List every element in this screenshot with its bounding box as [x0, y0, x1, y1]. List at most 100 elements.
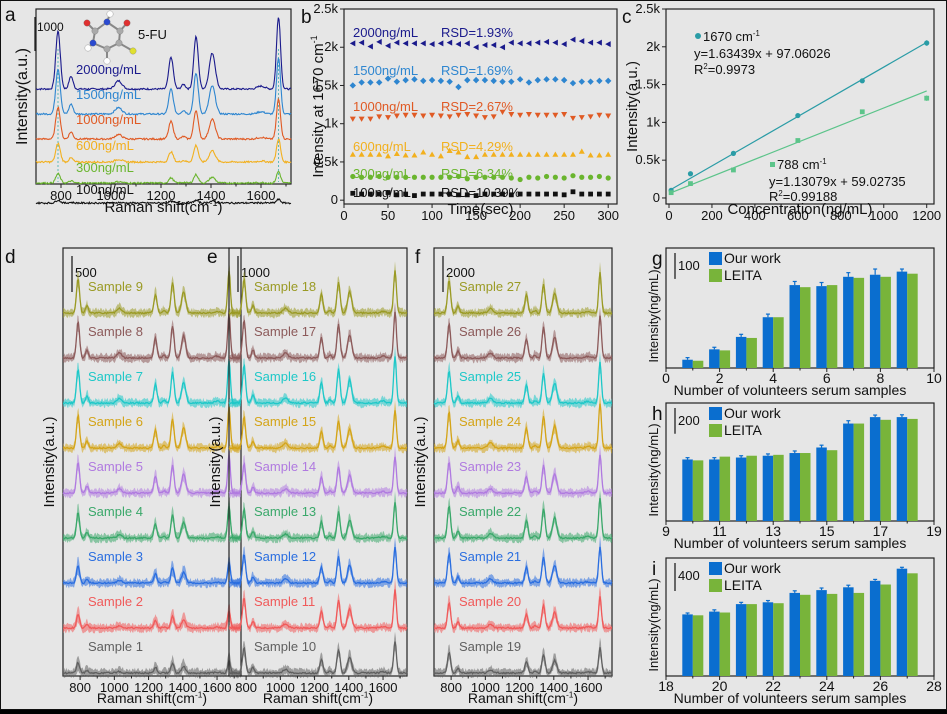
series-label: Sample 19 [459, 639, 521, 654]
data-point [376, 79, 383, 86]
data-point [534, 76, 541, 84]
bar-our-work [816, 590, 827, 676]
data-point [596, 191, 602, 197]
data-point [499, 174, 506, 180]
series-label: Sample 11 [254, 594, 315, 609]
data-point [482, 174, 488, 180]
data-point [473, 193, 479, 198]
data-point [349, 82, 357, 89]
atom [106, 10, 114, 18]
data-point [472, 76, 480, 84]
data-point [587, 152, 594, 158]
data-point [596, 152, 603, 158]
x-tick-label: 1000 [266, 680, 295, 695]
data-point [578, 78, 585, 85]
series-label: Sample 16 [254, 369, 316, 384]
data-point [561, 112, 568, 118]
data-point [569, 115, 576, 122]
data-point [420, 191, 426, 197]
panel-a: a 2000ng/mL 1500ng/mL 1000ng/mL 600ng/mL 300n… [5, 5, 292, 216]
data-point [420, 113, 427, 119]
data-point [481, 76, 489, 84]
series-label: Sample 25 [459, 369, 521, 384]
data-point [924, 40, 930, 46]
x-tick-label: 2 [716, 370, 724, 386]
y-tick-label: 1.5k [635, 77, 660, 92]
data-point [447, 174, 453, 180]
bar-leita [692, 360, 704, 368]
data-point [535, 175, 541, 181]
series-label: Sample 2 [88, 594, 143, 609]
data-point [455, 83, 462, 91]
data-point [385, 153, 392, 159]
data-point [376, 173, 382, 180]
data-point [795, 112, 801, 119]
data-point [402, 152, 409, 158]
series-label: 2000ng/mL [353, 25, 418, 40]
data-point [358, 116, 365, 122]
y-tick-label: 2.5k [313, 1, 338, 16]
data-point [499, 151, 506, 157]
x-tick-label: 800 [69, 680, 91, 695]
data-point [481, 151, 488, 157]
data-point [455, 149, 462, 155]
series-label: 1500ng/mL [353, 63, 418, 78]
data-point [499, 109, 506, 116]
data-point [411, 112, 418, 119]
equation-label: y=1.13079x + 59.02735 [769, 174, 906, 189]
x-tick-label: 1200 [912, 208, 941, 223]
data-point [552, 191, 558, 197]
x-tick-label: 0 [340, 208, 347, 223]
atom [116, 27, 124, 35]
series-rsd-label: RSD=1.69% [441, 63, 513, 78]
data-point [605, 41, 611, 48]
x-tick-label: 19 [926, 523, 942, 539]
data-point [481, 115, 488, 121]
legend-swatch [709, 579, 722, 592]
data-point [473, 153, 480, 160]
data-point [464, 76, 471, 84]
y-axis-title: Intensity(a.u.) [207, 417, 224, 508]
data-point [429, 191, 435, 197]
data-point [447, 191, 453, 197]
atom [103, 45, 111, 53]
data-point [429, 151, 436, 157]
series-label: Sample 18 [254, 279, 316, 294]
spectrum-line [62, 561, 242, 585]
spectrum-line [228, 641, 408, 675]
data-point [570, 173, 576, 179]
bar-our-work [709, 349, 720, 368]
data-point [349, 151, 356, 157]
legend-label: 788 cm-1 [777, 157, 827, 172]
y-axis-title: Intensity(a.u.) [14, 48, 31, 145]
x-tick-label: 1600 [574, 680, 603, 695]
y-tick-label: 0.5k [313, 154, 338, 169]
bar-our-work [762, 455, 774, 521]
bar-leita [907, 273, 918, 368]
x-tick-label: 6 [823, 370, 831, 386]
x-tick-label: 0 [662, 370, 670, 386]
data-point [446, 78, 453, 85]
x-tick-label: 150 [465, 208, 487, 223]
data-point [730, 150, 737, 156]
data-point [350, 190, 356, 196]
data-point [446, 147, 453, 153]
molecule-label: 5-FU [138, 27, 167, 42]
spectrum-line [433, 272, 613, 315]
x-axis-title: Number of volunteers serum samples [674, 382, 907, 398]
data-point [490, 41, 497, 48]
data-point [499, 44, 506, 51]
data-point [570, 189, 576, 195]
atom [84, 44, 92, 52]
spectrum-line [228, 311, 408, 360]
data-point [526, 174, 532, 180]
data-point [561, 151, 568, 157]
data-point [358, 79, 365, 86]
series-label: Sample 7 [88, 369, 143, 384]
scale-bar-label: 200 [678, 413, 700, 428]
